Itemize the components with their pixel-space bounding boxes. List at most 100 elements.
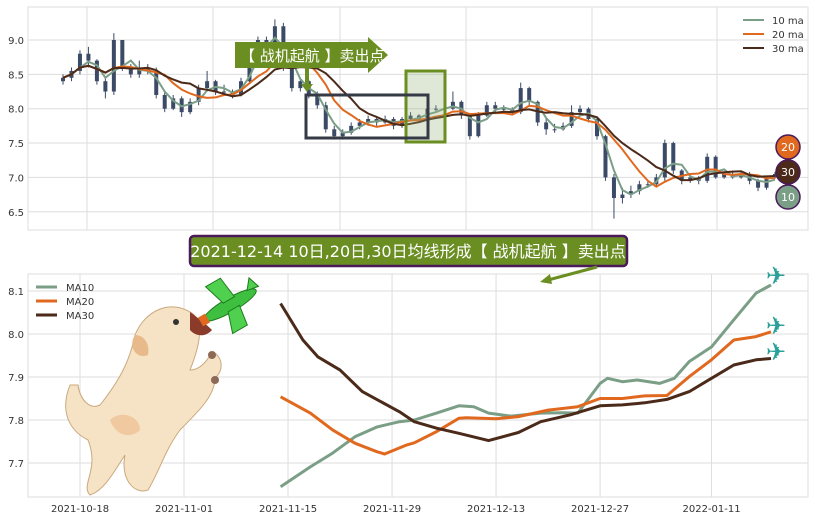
- candle-body: [645, 184, 650, 186]
- candle-body: [476, 115, 481, 137]
- candle-body: [569, 112, 574, 126]
- candle-body: [171, 98, 176, 109]
- signal-banner: 2021-12-14 10日,20日,30日均线形成【 战机起航 】卖出点: [188, 234, 629, 284]
- bottom-y-tick: 7.9: [8, 373, 24, 384]
- down-arrow-icon: [301, 68, 313, 92]
- candle-body: [154, 70, 159, 95]
- candle-body: [196, 88, 201, 102]
- candle-body: [205, 81, 210, 89]
- candle-body: [323, 105, 328, 130]
- bottom-y-tick: 7.8: [8, 416, 24, 427]
- candle-body: [340, 132, 345, 137]
- bottom-x-tick: 2021-10-18: [51, 504, 109, 515]
- badge-20: 20: [781, 141, 795, 154]
- bottom-y-tick: 8.1: [8, 287, 24, 298]
- bottom-legend: MA10 MA20 MA30: [36, 283, 94, 322]
- candle-body: [628, 191, 633, 195]
- candle-body: [467, 115, 472, 137]
- plane-icon-ma10: ✈: [766, 262, 786, 290]
- candle-body: [450, 101, 455, 109]
- legend-ma30: MA30: [66, 311, 94, 322]
- candle-body: [493, 105, 498, 109]
- toy-plane-icon: [198, 276, 260, 335]
- candle-body: [289, 67, 294, 89]
- candle-body: [86, 53, 91, 61]
- top-y-tick: 8.0: [8, 105, 24, 116]
- candle-body: [722, 173, 727, 178]
- candle-body: [332, 129, 337, 137]
- candle-body: [756, 180, 761, 188]
- candle-body: [552, 129, 557, 131]
- candle-body: [188, 101, 193, 113]
- legend-ma10: MA10: [66, 283, 94, 294]
- legend-30ma: 30 ma: [772, 44, 804, 55]
- badge-30: 30: [781, 166, 795, 179]
- sell-point-label: 【 战机起航 】卖出点: [240, 47, 385, 65]
- bottom-y-tick: 8.0: [8, 330, 24, 341]
- top-y-tick: 7.5: [8, 139, 24, 150]
- legend-20ma: 20 ma: [772, 30, 804, 41]
- candle-body: [298, 81, 303, 89]
- candle-body: [111, 40, 116, 92]
- candle-body: [518, 88, 523, 113]
- candle-body: [620, 194, 625, 199]
- candle-body: [145, 67, 150, 71]
- candle-body: [484, 105, 489, 116]
- banner-text: 2021-12-14 10日,20日,30日均线形成【 战机起航 】卖出点: [190, 242, 626, 261]
- dog-illustration: [65, 306, 222, 496]
- candle-body: [544, 122, 549, 130]
- legend-ma20: MA20: [66, 297, 94, 308]
- candle-body: [773, 173, 777, 178]
- sell-point-arrow: [235, 37, 388, 73]
- candle-body: [366, 119, 371, 123]
- bottom-x-tick: 2021-11-29: [363, 504, 421, 515]
- candle-body: [578, 108, 583, 113]
- candle-body: [527, 88, 532, 102]
- legend-10ma: 10 ma: [772, 16, 804, 27]
- candle-body: [349, 125, 354, 133]
- top-ma10-line: [62, 36, 776, 196]
- bottom-x-tick: 2021-11-15: [259, 504, 317, 515]
- candle-body: [77, 53, 82, 71]
- candle-body: [61, 77, 65, 82]
- candle-body: [603, 136, 608, 178]
- candle-body: [408, 115, 413, 120]
- bottom-ma10-line: [279, 283, 772, 488]
- candle-body: [662, 143, 667, 178]
- bottom-x-tick: 2021-11-01: [155, 504, 213, 515]
- candle-body: [357, 122, 362, 126]
- candle-body: [120, 40, 125, 68]
- candle-body: [162, 94, 167, 109]
- bottom-y-tick: 7.7: [8, 459, 24, 470]
- top-y-tick: 8.5: [8, 70, 24, 81]
- top-price-panel: 9.0 8.5 8.0 7.5 7.0 6.5 【 战机起航 】卖出点 10 ma 20 …: [8, 6, 809, 231]
- candle-body: [501, 108, 506, 110]
- bottom-ma30-line: [279, 302, 772, 443]
- banner-arrow: [547, 265, 598, 282]
- top-y-tick: 6.5: [8, 208, 24, 219]
- candle-body: [433, 108, 438, 110]
- ma-badges: 20 30 10: [775, 134, 801, 210]
- candle-body: [595, 119, 599, 137]
- bottom-x-tick: 2022-01-11: [682, 504, 740, 515]
- candle-body: [128, 67, 133, 75]
- plane-icon-ma20: ✈: [766, 312, 786, 340]
- candle-body: [315, 94, 320, 106]
- top-ma30-line: [62, 64, 776, 182]
- top-legend: 10 ma 20 ma 30 ma: [743, 16, 804, 55]
- top-y-tick: 7.0: [8, 173, 24, 184]
- bottom-ma20-line: [279, 330, 772, 456]
- candle-body: [137, 67, 142, 75]
- consolidation-box: [304, 93, 430, 140]
- candle-body: [611, 177, 616, 199]
- candle-body: [103, 81, 108, 92]
- bottom-x-tick: 2021-12-27: [571, 504, 629, 515]
- top-ma20-line: [62, 56, 776, 188]
- bottom-x-tick: 2021-12-13: [467, 504, 525, 515]
- candle-body: [222, 91, 227, 93]
- candle-body: [713, 156, 718, 178]
- highlight-box: [404, 69, 447, 144]
- candle-body: [637, 184, 642, 192]
- candle-body: [94, 60, 99, 82]
